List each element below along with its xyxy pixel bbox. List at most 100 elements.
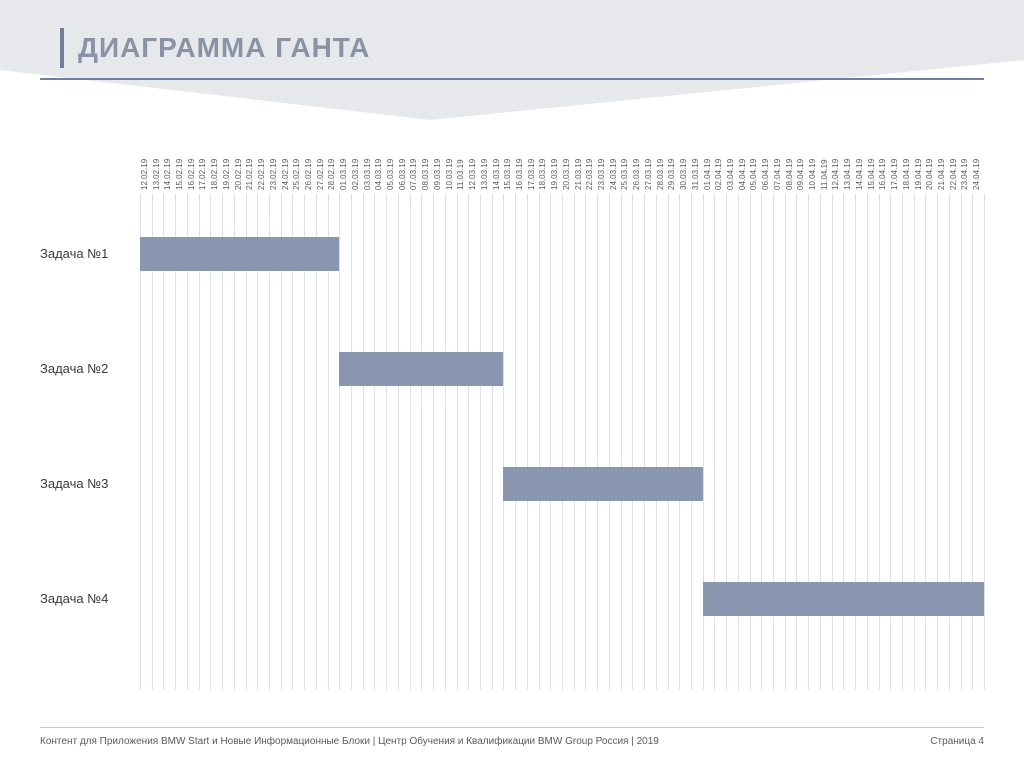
date-label: 18.02.19 (210, 159, 219, 190)
date-label: 10.04.19 (808, 159, 817, 190)
date-label: 22.03.19 (585, 159, 594, 190)
date-label: 31.03.19 (691, 159, 700, 190)
gridline (574, 194, 575, 690)
date-label: 15.02.19 (175, 159, 184, 190)
date-label: 17.03.19 (527, 159, 536, 190)
date-axis: 12.02.1913.02.1914.02.1915.02.1916.02.19… (140, 130, 984, 194)
gridline (691, 194, 692, 690)
date-label: 18.04.19 (902, 159, 911, 190)
date-label: 11.03.19 (456, 159, 465, 190)
date-label: 20.03.19 (562, 159, 571, 190)
gridline (597, 194, 598, 690)
date-label: 19.03.19 (550, 159, 559, 190)
gridline (421, 194, 422, 690)
date-label: 15.03.19 (503, 159, 512, 190)
date-label: 07.03.19 (409, 159, 418, 190)
date-label: 25.02.19 (292, 159, 301, 190)
gridline (398, 194, 399, 690)
gridline (668, 194, 669, 690)
grid-area (140, 194, 984, 690)
date-label: 08.04.19 (785, 159, 794, 190)
date-label: 25.03.19 (620, 159, 629, 190)
gridline (410, 194, 411, 690)
date-label: 06.03.19 (398, 159, 407, 190)
gridline (621, 194, 622, 690)
date-label: 07.04.19 (773, 159, 782, 190)
gridline (539, 194, 540, 690)
date-label: 10.03.19 (445, 159, 454, 190)
gridline (503, 194, 504, 690)
date-label: 27.02.19 (316, 159, 325, 190)
gridline (480, 194, 481, 690)
date-label: 19.04.19 (914, 159, 923, 190)
date-label: 05.03.19 (386, 159, 395, 190)
date-label: 09.03.19 (433, 159, 442, 190)
gridline (492, 194, 493, 690)
date-label: 24.04.19 (972, 159, 981, 190)
date-label: 05.04.19 (749, 159, 758, 190)
date-label: 16.03.19 (515, 159, 524, 190)
footer-left: Контент для Приложения BMW Start и Новые… (40, 736, 659, 747)
date-label: 15.04.19 (867, 159, 876, 190)
date-label: 21.02.19 (245, 159, 254, 190)
date-label: 26.03.19 (632, 159, 641, 190)
task-label: Задача №2 (40, 361, 135, 376)
task-bar (140, 237, 339, 271)
date-label: 24.03.19 (609, 159, 618, 190)
gridline (527, 194, 528, 690)
gridline (363, 194, 364, 690)
task-label: Задача №3 (40, 476, 135, 491)
date-label: 04.04.19 (738, 159, 747, 190)
date-label: 28.03.19 (656, 159, 665, 190)
date-label: 26.02.19 (304, 159, 313, 190)
task-bar (503, 467, 702, 501)
gridline (445, 194, 446, 690)
date-label: 21.03.19 (574, 159, 583, 190)
gantt-chart: 12.02.1913.02.1914.02.1915.02.1916.02.19… (40, 130, 984, 690)
task-label: Задача №4 (40, 591, 135, 606)
date-label: 13.04.19 (843, 159, 852, 190)
gridline (550, 194, 551, 690)
date-label: 17.04.19 (890, 159, 899, 190)
date-label: 17.02.19 (198, 159, 207, 190)
title-accent-bar (60, 28, 64, 68)
gridline (386, 194, 387, 690)
date-label: 04.03.19 (374, 159, 383, 190)
date-label: 23.02.19 (269, 159, 278, 190)
date-label: 20.04.19 (925, 159, 934, 190)
gridline (433, 194, 434, 690)
date-label: 22.02.19 (257, 159, 266, 190)
date-label: 18.03.19 (538, 159, 547, 190)
gridline (585, 194, 586, 690)
date-label: 27.03.19 (644, 159, 653, 190)
date-label: 24.02.19 (281, 159, 290, 190)
gridline (679, 194, 680, 690)
date-label: 20.02.19 (234, 159, 243, 190)
gridline (457, 194, 458, 690)
task-bar (703, 582, 984, 616)
date-label: 16.04.19 (878, 159, 887, 190)
date-label: 23.04.19 (960, 159, 969, 190)
task-label: Задача №1 (40, 246, 135, 261)
date-label: 29.03.19 (667, 159, 676, 190)
date-label: 22.04.19 (949, 159, 958, 190)
date-label: 13.03.19 (480, 159, 489, 190)
date-label: 23.03.19 (597, 159, 606, 190)
date-label: 08.03.19 (421, 159, 430, 190)
date-label: 12.04.19 (831, 159, 840, 190)
date-label: 01.03.19 (339, 159, 348, 190)
date-label: 13.02.19 (152, 159, 161, 190)
date-label: 14.02.19 (163, 159, 172, 190)
gridline (644, 194, 645, 690)
title-underline (40, 78, 984, 80)
date-label: 02.03.19 (351, 159, 360, 190)
title-block: ДИАГРАММА ГАНТА (60, 28, 370, 68)
page-title: ДИАГРАММА ГАНТА (78, 32, 370, 64)
date-label: 01.04.19 (703, 159, 712, 190)
date-label: 14.04.19 (855, 159, 864, 190)
gridline (374, 194, 375, 690)
gridline (468, 194, 469, 690)
date-label: 30.03.19 (679, 159, 688, 190)
gridline (351, 194, 352, 690)
date-label: 16.02.19 (187, 159, 196, 190)
